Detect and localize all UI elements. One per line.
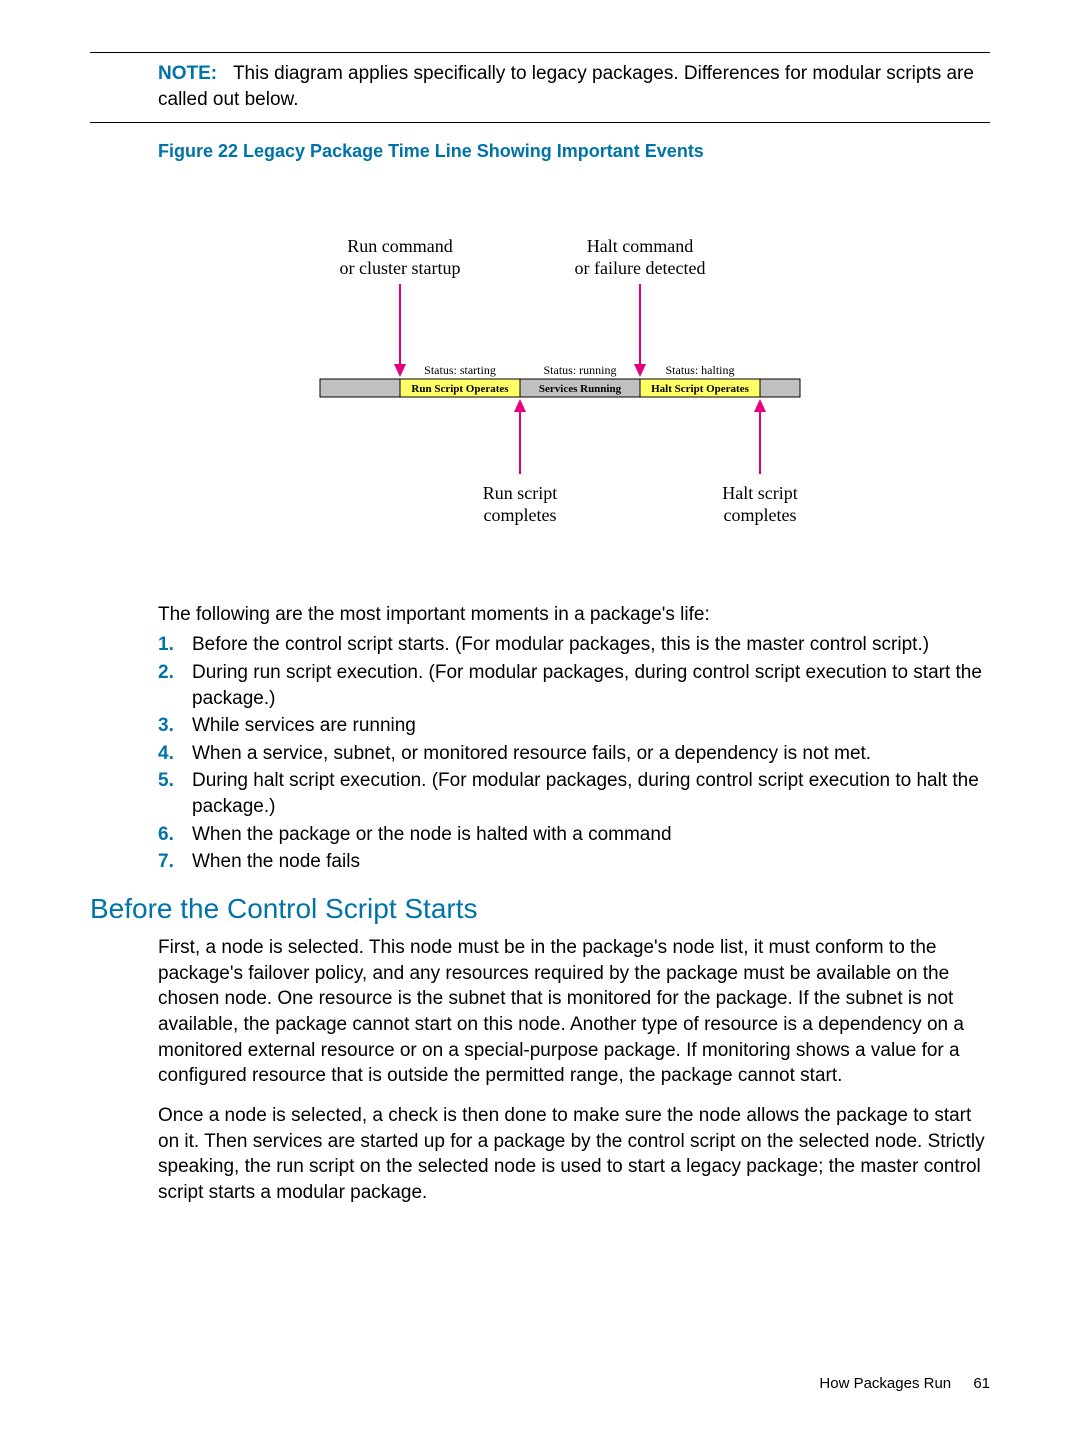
list-item: 5.During halt script execution. (For mod… (158, 768, 990, 819)
arrow-halt-command (634, 284, 646, 377)
arrow-halt-complete (754, 399, 766, 474)
section-para-2: Once a node is selected, a check is then… (90, 1103, 990, 1206)
page-footer: How Packages Run 61 (819, 1375, 990, 1392)
note-text-line: NOTE: This diagram applies specifically … (90, 61, 990, 112)
note-label: NOTE: (158, 63, 217, 84)
timeline-svg: Run command or cluster startup Halt comm… (260, 174, 820, 574)
list-item: 7.When the node fails (158, 849, 990, 875)
arrow-run-complete (514, 399, 526, 474)
bot-run-l1: Run script (483, 483, 558, 503)
bot-halt-l1: Halt script (722, 483, 797, 503)
list-item: 6.When the package or the node is halted… (158, 822, 990, 848)
status-running: Status: running (543, 363, 616, 377)
bot-run-l2: completes (484, 505, 557, 525)
top-left-label-l2: or cluster startup (340, 258, 461, 278)
list-item: 2.During run script execution. (For modu… (158, 660, 990, 711)
list-item: 1.Before the control script starts. (For… (158, 632, 990, 658)
note-block: NOTE: This diagram applies specifically … (90, 53, 990, 122)
arrow-run-command (394, 284, 406, 377)
timeline-diagram: Run command or cluster startup Halt comm… (90, 174, 990, 574)
top-right-label-l1: Halt command (587, 236, 693, 256)
moments-list: 1.Before the control script starts. (For… (90, 632, 990, 875)
list-item: 3.While services are running (158, 713, 990, 739)
seg-run-label: Run Script Operates (411, 383, 509, 395)
seg-halt-label: Halt Script Operates (651, 383, 749, 395)
seg-lead (320, 379, 400, 397)
section-heading: Before the Control Script Starts (90, 893, 990, 925)
section-para-1: First, a node is selected. This node mus… (90, 935, 990, 1089)
footer-page-number: 61 (973, 1375, 990, 1392)
list-item: 4.When a service, subnet, or monitored r… (158, 741, 990, 767)
intro-text: The following are the most important mom… (90, 604, 990, 626)
seg-trail (760, 379, 800, 397)
seg-services-label: Services Running (539, 383, 622, 395)
top-right-label-l2: or failure detected (575, 258, 706, 278)
note-bottom-rule (90, 122, 990, 123)
status-halting: Status: halting (666, 363, 735, 377)
status-starting: Status: starting (424, 363, 496, 377)
bot-halt-l2: completes (724, 505, 797, 525)
figure-caption: Figure 22 Legacy Package Time Line Showi… (90, 141, 990, 162)
top-left-label-l1: Run command (347, 236, 453, 256)
note-body: This diagram applies specifically to leg… (158, 63, 974, 110)
footer-text: How Packages Run (819, 1375, 951, 1392)
